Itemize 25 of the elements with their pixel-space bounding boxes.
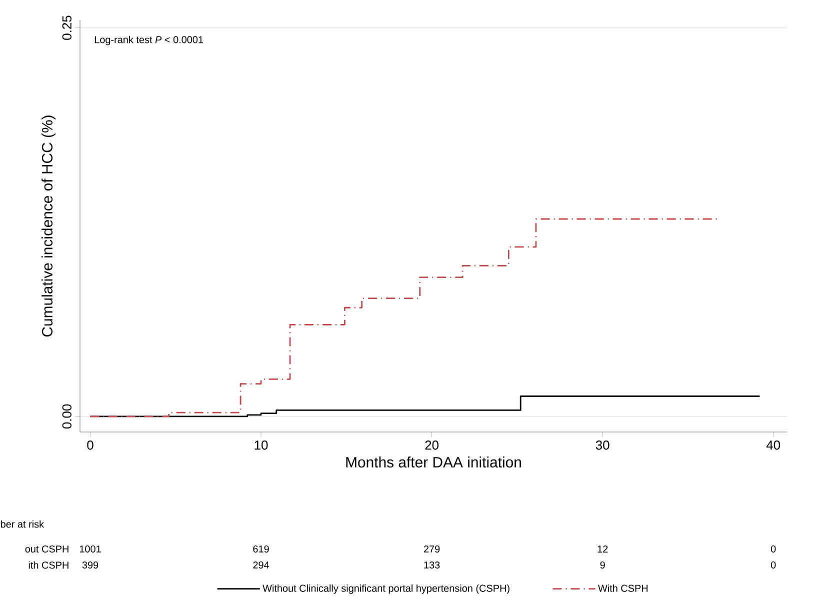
x-tick-label: 10 <box>254 440 268 450</box>
text: out CSPH <box>25 545 68 553</box>
annotation: Log-rank test P < 0.0001 <box>94 36 204 46</box>
x-tick-label: 30 <box>596 440 610 450</box>
x-tick-label: 20 <box>425 440 438 450</box>
text: 619 <box>253 545 269 553</box>
text: 1001 <box>80 545 101 553</box>
legend-label: Without Clinically significant portal hypertension (CSPH) <box>262 584 510 594</box>
text: 294 <box>253 561 270 569</box>
text: 399 <box>82 561 98 569</box>
text: 279 <box>424 545 440 553</box>
text: ith CSPH <box>28 561 68 569</box>
y-tick-label: 0.25 <box>62 16 72 40</box>
text: 0 <box>770 545 776 553</box>
x-axis-title: Months after DAA initiation <box>346 456 521 468</box>
text: ber at risk <box>0 520 44 528</box>
text: 133 <box>424 561 440 569</box>
x-tick-label: 40 <box>766 440 780 450</box>
y-tick-label: 0.00 <box>62 404 72 429</box>
text: 9 <box>600 561 605 569</box>
x-tick-label: 0 <box>87 440 94 450</box>
legend-label: With CSPH <box>598 584 648 592</box>
text: 0 <box>770 561 776 569</box>
y-axis-title: Cumulative incidence of HCC (%) <box>42 116 56 337</box>
text: 12 <box>598 546 608 552</box>
